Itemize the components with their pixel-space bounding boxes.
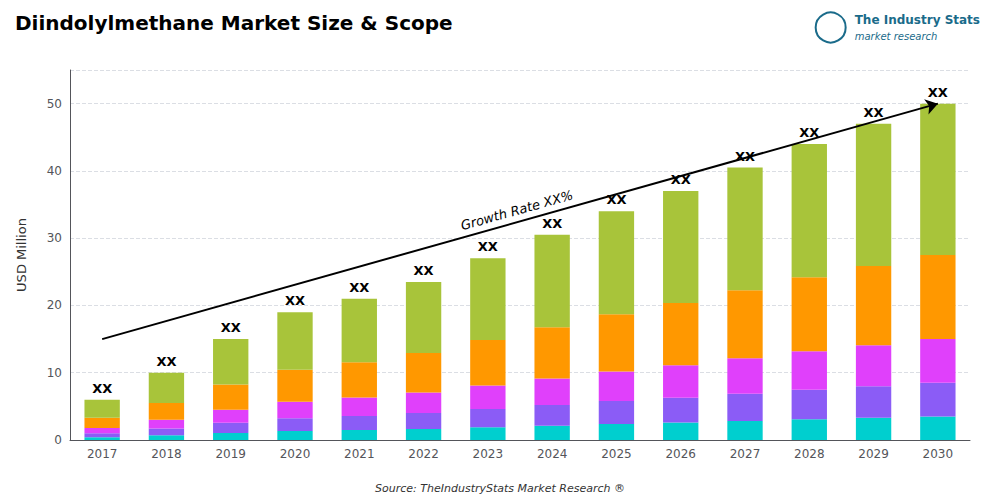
svg-text:XX: XX	[928, 85, 948, 100]
svg-text:2030: 2030	[923, 447, 954, 461]
svg-text:10: 10	[47, 366, 62, 380]
svg-text:2027: 2027	[730, 447, 761, 461]
svg-text:2028: 2028	[794, 447, 825, 461]
svg-text:50: 50	[47, 97, 62, 111]
svg-text:XX: XX	[349, 280, 369, 295]
svg-text:2020: 2020	[280, 447, 311, 461]
svg-text:2019: 2019	[215, 447, 246, 461]
svg-text:2023: 2023	[473, 447, 504, 461]
svg-text:Growth Rate XX%: Growth Rate XX%	[459, 187, 575, 233]
svg-text:XX: XX	[542, 216, 562, 231]
svg-text:The Industry Stats: The Industry Stats	[855, 13, 980, 27]
svg-text:XX: XX	[156, 354, 176, 369]
svg-text:2026: 2026	[665, 447, 696, 461]
svg-text:XX: XX	[670, 172, 691, 188]
svg-text:2021: 2021	[344, 447, 375, 461]
svg-text:2029: 2029	[858, 447, 889, 461]
svg-text:Source: TheIndustryStats Marke: Source: TheIndustryStats Market Research…	[375, 482, 625, 495]
svg-text:USD Million: USD Million	[14, 218, 29, 292]
svg-text:2025: 2025	[601, 447, 632, 461]
svg-text:0: 0	[54, 433, 62, 447]
svg-text:2017: 2017	[87, 447, 118, 461]
svg-text:20: 20	[47, 298, 62, 312]
svg-text:XX: XX	[606, 192, 627, 208]
svg-text:XX: XX	[414, 263, 434, 278]
svg-text:30: 30	[47, 231, 62, 245]
svg-text:market research: market research	[855, 31, 938, 42]
svg-text:XX: XX	[864, 105, 884, 120]
svg-text:XX: XX	[221, 320, 241, 335]
svg-text:XX: XX	[478, 239, 498, 254]
svg-text:XX: XX	[799, 125, 820, 140]
svg-text:XX: XX	[285, 293, 305, 308]
svg-text:Diindolylmethane Market Size &: Diindolylmethane Market Size & Scope	[15, 11, 453, 35]
svg-text:2024: 2024	[537, 447, 568, 461]
svg-text:2018: 2018	[151, 447, 182, 461]
svg-text:XX: XX	[735, 148, 755, 164]
svg-text:XX: XX	[92, 381, 112, 396]
svg-text:2022: 2022	[408, 447, 439, 461]
svg-text:40: 40	[47, 164, 62, 178]
